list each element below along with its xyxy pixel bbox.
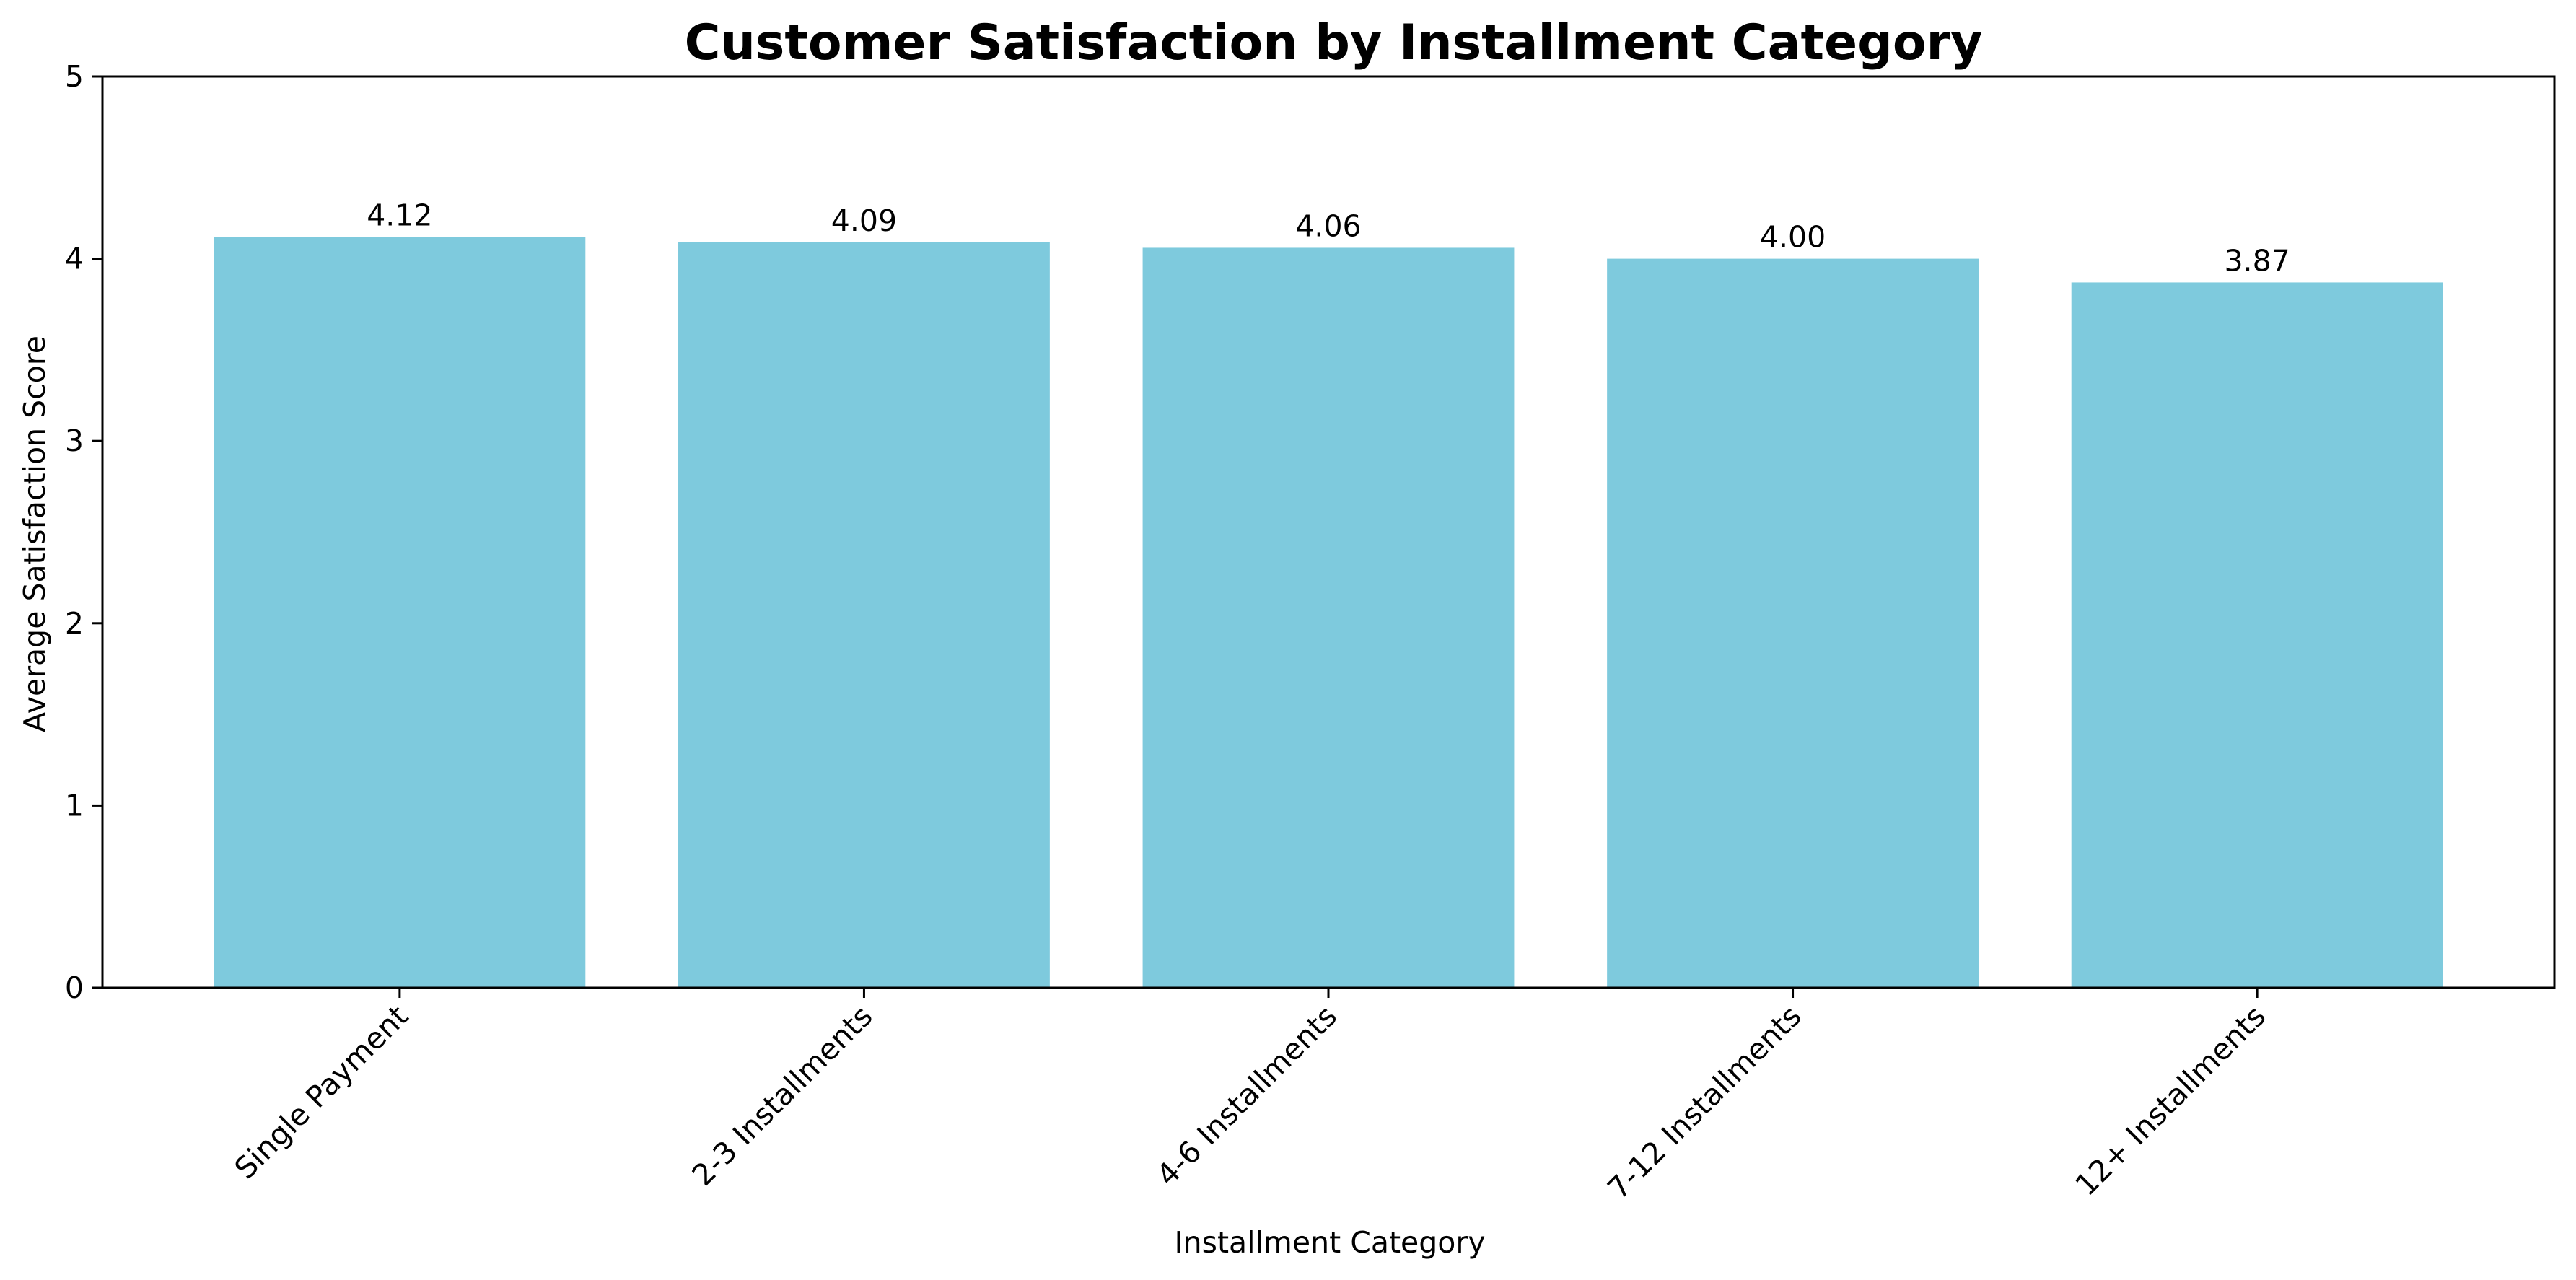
- x-axis-ticks: Single Payment 2-3 Installments 4-6 Instal…: [228, 988, 2272, 1206]
- y-tick-label-2: 2: [65, 606, 84, 641]
- x-tick-label-4: 7-12 Installments: [1600, 999, 1808, 1206]
- bar-1: [214, 237, 586, 989]
- bars-layer: [214, 237, 2443, 989]
- y-tick-label-0: 0: [65, 970, 84, 1005]
- bar-value-label-3: 4.06: [1295, 209, 1361, 243]
- bar-4: [1607, 258, 1979, 989]
- bar-value-label-2: 4.09: [831, 203, 897, 238]
- y-axis-label: Average Satisfaction Score: [17, 336, 52, 732]
- x-tick-label-1: Single Payment: [228, 999, 415, 1185]
- data-labels-layer: 4.12 4.09 4.06 4.00 3.87: [367, 198, 2290, 278]
- bar-3: [1142, 247, 1515, 989]
- bar-value-label-1: 4.12: [367, 198, 432, 232]
- plot-frame: [101, 75, 2556, 989]
- bar-2: [678, 242, 1050, 989]
- bar-5: [2071, 282, 2443, 988]
- y-tick-label-5: 5: [65, 59, 84, 94]
- y-axis-ticks: 0 1 2 3 4 5: [65, 59, 102, 1005]
- x-tick-label-5: 12+ Installments: [2069, 999, 2273, 1203]
- bar-value-label-5: 3.87: [2224, 243, 2290, 278]
- x-tick-label-3: 4-6 Installments: [1149, 999, 1344, 1193]
- chart-title: Customer Satisfaction by Installment Cat…: [685, 14, 1983, 71]
- bar-value-label-4: 4.00: [1760, 220, 1826, 255]
- y-tick-label-1: 1: [65, 788, 84, 823]
- x-axis-label: Installment Category: [1175, 1225, 1486, 1260]
- y-tick-label-4: 4: [65, 242, 84, 276]
- y-tick-label-3: 3: [65, 424, 84, 458]
- x-tick-label-2: 2-3 Installments: [685, 999, 880, 1193]
